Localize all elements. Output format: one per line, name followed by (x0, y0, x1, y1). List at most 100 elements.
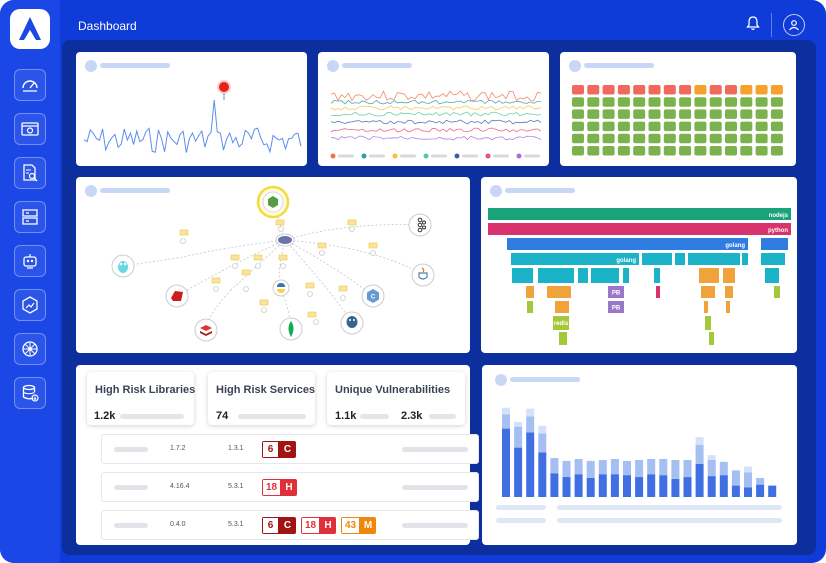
legend-dot[interactable] (392, 153, 398, 159)
status-cell[interactable] (648, 97, 661, 107)
bar-segment[interactable] (526, 432, 535, 497)
status-cell[interactable] (633, 85, 646, 95)
status-cell[interactable] (648, 146, 661, 156)
bar-segment[interactable] (731, 470, 740, 486)
flame-bar[interactable] (725, 286, 733, 298)
nodejs-icon[interactable] (262, 191, 284, 213)
status-cell[interactable] (755, 97, 768, 107)
flame-bar-pb-2[interactable] (608, 301, 624, 313)
bar-segment[interactable] (707, 455, 716, 460)
status-cell[interactable] (587, 97, 600, 107)
status-cell[interactable] (648, 133, 661, 144)
flame-bar[interactable] (538, 268, 574, 283)
bar-segment[interactable] (550, 458, 559, 474)
legend-dot[interactable] (361, 153, 367, 159)
bar-segment[interactable] (586, 478, 595, 497)
flame-bar-redis[interactable] (553, 316, 569, 330)
flame-bar[interactable] (761, 253, 785, 265)
status-cell[interactable] (770, 85, 783, 95)
status-cell[interactable] (648, 109, 661, 119)
flame-bar[interactable] (559, 332, 567, 345)
flame-bar[interactable] (704, 301, 708, 313)
flame-bar[interactable] (774, 286, 780, 298)
status-cell[interactable] (572, 133, 584, 144)
status-cell[interactable] (740, 121, 753, 132)
status-cell[interactable] (633, 109, 646, 119)
status-cell[interactable] (663, 109, 676, 119)
status-cell[interactable] (602, 146, 615, 156)
anomaly-card[interactable] (76, 52, 307, 166)
status-cell[interactable] (725, 85, 737, 95)
status-cell[interactable] (617, 109, 630, 119)
nav-scan[interactable] (14, 157, 46, 189)
python-icon[interactable] (272, 279, 290, 297)
status-cell[interactable] (633, 133, 646, 144)
flame-graph-card[interactable]: nodejs python golang golang (481, 177, 797, 353)
bar-segment[interactable] (538, 452, 547, 497)
notifications-button[interactable] (746, 15, 760, 36)
status-cell[interactable] (770, 146, 783, 156)
status-cell[interactable] (572, 146, 584, 156)
status-cell[interactable] (633, 146, 646, 156)
status-cell[interactable] (740, 85, 753, 95)
bar-segment[interactable] (744, 472, 752, 488)
bar-segment[interactable] (635, 477, 644, 497)
flame-bar[interactable] (623, 268, 629, 283)
bar-segment[interactable] (586, 460, 595, 478)
status-cell[interactable] (725, 133, 737, 144)
status-cell[interactable] (602, 109, 615, 119)
flame-bar-nodejs[interactable] (488, 208, 791, 220)
status-grid-card[interactable] (560, 52, 796, 166)
flame-bar[interactable] (723, 268, 735, 283)
bar-segment[interactable] (574, 459, 583, 475)
flame-bar[interactable] (591, 268, 619, 283)
stacked-bar-card[interactable] (482, 365, 797, 545)
status-cell[interactable] (602, 121, 615, 132)
status-cell[interactable] (663, 146, 676, 156)
flame-bar-golang-2[interactable] (511, 253, 639, 265)
trends-card[interactable] (318, 52, 549, 166)
bar-segment[interactable] (659, 475, 668, 497)
bar-segment[interactable] (538, 425, 547, 434)
status-cell[interactable] (572, 109, 584, 119)
status-cell[interactable] (725, 121, 737, 132)
kafka-icon[interactable] (408, 213, 432, 237)
bar-segment[interactable] (514, 426, 523, 448)
status-cell[interactable] (709, 146, 722, 156)
mongodb-icon[interactable] (279, 317, 303, 341)
flame-bar[interactable] (675, 253, 685, 265)
status-cell[interactable] (663, 133, 676, 144)
cplusplus-icon[interactable]: C (361, 284, 385, 308)
flame-bar[interactable] (699, 268, 719, 283)
flame-bar[interactable] (761, 238, 788, 250)
status-cell[interactable] (617, 121, 630, 132)
bar-segment[interactable] (707, 459, 716, 477)
stat-unique-vulnerabilities[interactable]: Unique Vulnerabilities 1.1k 2.3k (327, 372, 465, 425)
java-icon[interactable] (411, 263, 435, 287)
app-logo[interactable] (10, 9, 50, 49)
status-cell[interactable] (572, 121, 584, 132)
status-cell[interactable] (709, 97, 722, 107)
nav-analytics[interactable] (14, 289, 46, 321)
table-row[interactable]: 1.7.2 1.3.1 6 C (101, 434, 479, 464)
bar-segment[interactable] (610, 459, 619, 475)
flame-bar[interactable] (742, 253, 748, 265)
legend-dot[interactable] (330, 153, 336, 159)
bar-segment[interactable] (562, 477, 571, 497)
redis-icon[interactable] (194, 318, 218, 342)
bar-segment[interactable] (623, 475, 631, 497)
nav-web[interactable] (14, 113, 46, 145)
bar-segment[interactable] (526, 416, 535, 433)
bar-segment[interactable] (502, 407, 510, 415)
flame-bar[interactable] (547, 286, 571, 298)
status-cell[interactable] (770, 121, 783, 132)
status-cell[interactable] (617, 85, 630, 95)
bar-segment[interactable] (502, 414, 510, 429)
flame-bar[interactable] (726, 301, 730, 313)
flame-bar-golang[interactable] (507, 238, 748, 250)
status-cell[interactable] (755, 133, 768, 144)
nav-database[interactable] (14, 377, 46, 409)
bar-segment[interactable] (695, 444, 704, 464)
status-cell[interactable] (709, 133, 722, 144)
go-icon[interactable] (111, 254, 135, 278)
